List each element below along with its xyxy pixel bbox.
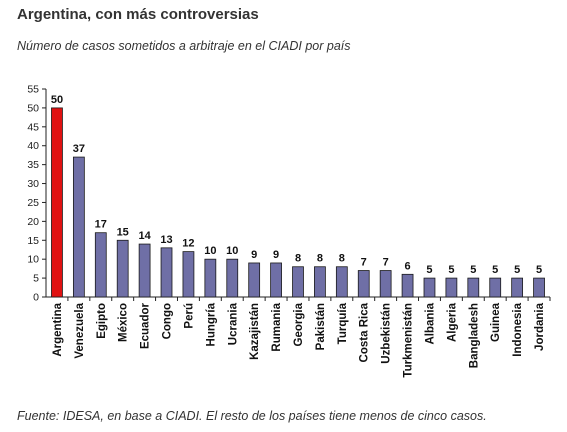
data-label: 5 — [514, 264, 520, 276]
y-tick-label: 35 — [27, 159, 39, 171]
x-tick-label: Costa Rica — [359, 302, 371, 362]
x-tick-label: Egipto — [96, 303, 108, 339]
x-tick-label: Uzbekistán — [381, 303, 393, 364]
bar — [51, 107, 63, 298]
x-tick-label: Argentina — [52, 302, 64, 356]
x-tick-label: Kazajistán — [249, 303, 261, 360]
bar — [116, 239, 129, 298]
bar — [401, 273, 414, 298]
y-tick-label: 30 — [27, 178, 39, 190]
data-label: 12 — [182, 238, 194, 250]
x-tick-label: Georgia — [293, 302, 305, 346]
bar — [270, 262, 282, 298]
y-tick-label: 45 — [27, 121, 39, 133]
y-tick-label: 55 — [27, 84, 39, 96]
y-tick-label: 50 — [27, 102, 39, 114]
data-label: 9 — [251, 249, 257, 261]
chart-subtitle: Número de casos sometidos a arbitraje en… — [17, 39, 351, 53]
x-tick-label: Ucrania — [227, 302, 239, 345]
y-tick-label: 15 — [27, 235, 39, 247]
data-label: 5 — [426, 264, 432, 276]
source-note: Fuente: IDESA, en base a CIADI. El resto… — [17, 409, 487, 423]
y-tick-label: 20 — [27, 216, 39, 228]
x-tick-label: Algeria — [446, 302, 458, 342]
data-label: 13 — [160, 234, 172, 246]
data-label: 6 — [405, 260, 411, 272]
data-label: 9 — [273, 249, 279, 261]
data-label: 5 — [536, 264, 542, 276]
x-tick-label: Ecuador — [140, 302, 152, 349]
x-tick-label: Venezuela — [74, 302, 86, 358]
x-tick-label: Jordania — [534, 302, 546, 351]
data-label: 8 — [317, 253, 323, 265]
x-tick-label: Rumania — [271, 302, 283, 351]
bar — [445, 277, 458, 298]
bar — [94, 232, 107, 298]
y-tick-label: 25 — [27, 197, 39, 209]
data-label: 5 — [470, 264, 476, 276]
data-label: 7 — [383, 257, 389, 269]
bar — [138, 243, 151, 298]
bar — [379, 270, 392, 298]
data-label: 5 — [492, 264, 498, 276]
bar — [489, 277, 502, 298]
data-label: 8 — [339, 253, 345, 265]
y-tick-label: 5 — [33, 273, 39, 285]
bar — [314, 266, 326, 298]
x-tick-label: Turkmenistán — [403, 303, 415, 378]
y-tick-label: 40 — [27, 140, 39, 152]
x-tick-label: Pakistán — [315, 303, 327, 350]
data-label: 15 — [117, 226, 129, 238]
data-label: 14 — [138, 230, 151, 242]
data-label: 37 — [73, 143, 85, 155]
bar — [335, 266, 348, 298]
data-label: 50 — [51, 94, 63, 106]
x-tick-label: Congo — [162, 303, 174, 339]
bar — [467, 277, 480, 298]
data-label: 5 — [448, 264, 454, 276]
bar — [423, 277, 436, 298]
x-tick-label: Guinea — [490, 302, 502, 342]
bar — [248, 262, 261, 298]
data-label: 8 — [295, 253, 301, 265]
x-tick-label: Perú — [183, 303, 195, 329]
data-label: 7 — [361, 257, 367, 269]
bar — [533, 277, 545, 298]
bar — [72, 156, 85, 298]
x-tick-label: México — [118, 303, 130, 342]
data-label: 17 — [95, 219, 107, 231]
y-tick-label: 0 — [33, 292, 39, 304]
bar — [292, 266, 304, 298]
y-tick-label: 10 — [27, 254, 39, 266]
data-label: 10 — [226, 245, 238, 257]
bar — [204, 258, 217, 298]
bar — [357, 270, 370, 298]
x-tick-label: Indonesia — [512, 302, 524, 356]
bar — [160, 247, 173, 298]
x-tick-label: Turquía — [337, 302, 349, 344]
bar — [226, 258, 239, 298]
bar — [511, 277, 524, 298]
bar — [182, 251, 195, 298]
x-tick-label: Hungría — [205, 302, 217, 346]
x-tick-label: Albania — [424, 302, 436, 344]
x-tick-label: Bangladesh — [468, 303, 480, 368]
page-title: Argentina, con más controversias — [17, 6, 259, 23]
data-label: 10 — [204, 245, 216, 257]
